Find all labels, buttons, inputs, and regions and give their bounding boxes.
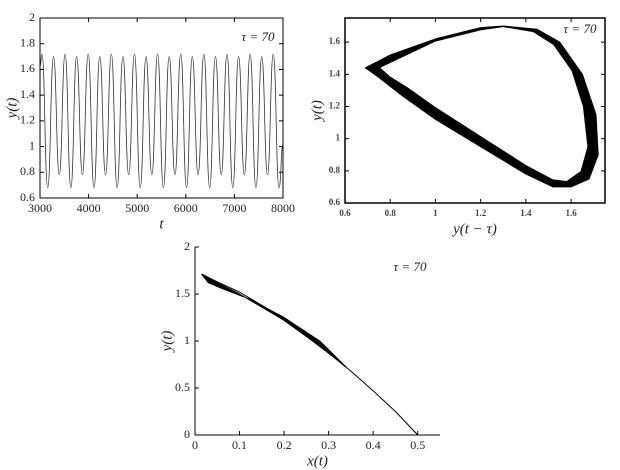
x-tick-label: 7000	[222, 201, 246, 215]
x-tick-label: 0.4	[366, 438, 381, 452]
x-tick-label: 8000	[271, 201, 295, 215]
curve	[39, 53, 284, 189]
x-tick-label: 0.2	[277, 438, 292, 452]
y-tick-label: 0.8	[20, 164, 35, 178]
y-tick-label: 1.5	[175, 286, 190, 300]
y-tick-label: 0.8	[329, 165, 341, 175]
y-axis-label: y(t)	[309, 100, 325, 123]
y-tick-label: 1.6	[20, 61, 35, 75]
y-tick-label: 1.2	[20, 113, 35, 127]
y-tick-label: 1	[29, 138, 35, 152]
y-axis-label: y(t)	[4, 98, 20, 121]
y-tick-label: 1.2	[329, 101, 341, 111]
x-tick-label: 1.6	[565, 208, 577, 218]
curve	[201, 273, 419, 436]
x-tick-label: 6000	[174, 201, 198, 215]
x-tick-label: 0.5	[410, 438, 425, 452]
x-tick-label: 0.8	[385, 208, 397, 218]
x-tick-label: 0.6	[339, 208, 351, 218]
y-tick-label: 2	[29, 10, 35, 24]
plot-frame	[39, 17, 284, 199]
y-tick-label: 0	[184, 427, 190, 441]
x-tick-label: 3000	[28, 201, 52, 215]
x-axis-label: x(t)	[306, 453, 328, 469]
y-tick-label: 0.5	[175, 380, 190, 394]
annotation: τ = 70	[394, 259, 427, 274]
annotation: τ = 70	[242, 29, 275, 44]
y-tick-label: 1.8	[20, 35, 35, 49]
x-tick-label: 0	[192, 438, 198, 452]
x-tick-label: 1.4	[520, 208, 532, 218]
y-tick-label: 2	[184, 239, 190, 253]
y-axis-label: y(t)	[159, 331, 175, 354]
y-tick-label: 1	[184, 333, 190, 347]
x-axis-label: t	[159, 216, 164, 232]
annotation: τ = 70	[564, 21, 597, 36]
y-tick-label: 1.6	[329, 36, 341, 46]
band	[380, 27, 588, 181]
x-tick-label: 1.2	[475, 208, 487, 218]
y-tick-label: 0.6	[329, 197, 341, 207]
x-axis-label: y(t − τ)	[451, 221, 497, 237]
x-tick-label: 4000	[77, 201, 101, 215]
y-tick-label: 1	[336, 133, 341, 143]
y-tick-label: 1.4	[20, 87, 35, 101]
y-tick-label: 1.4	[329, 68, 341, 78]
x-tick-label: 5000	[125, 201, 149, 215]
band	[201, 273, 347, 368]
x-tick-label: 0.3	[321, 438, 336, 452]
plot-frame	[344, 17, 606, 204]
x-tick-label: 0.1	[232, 438, 247, 452]
x-tick-label: 1	[433, 208, 438, 218]
y-tick-label: 0.6	[20, 190, 35, 204]
